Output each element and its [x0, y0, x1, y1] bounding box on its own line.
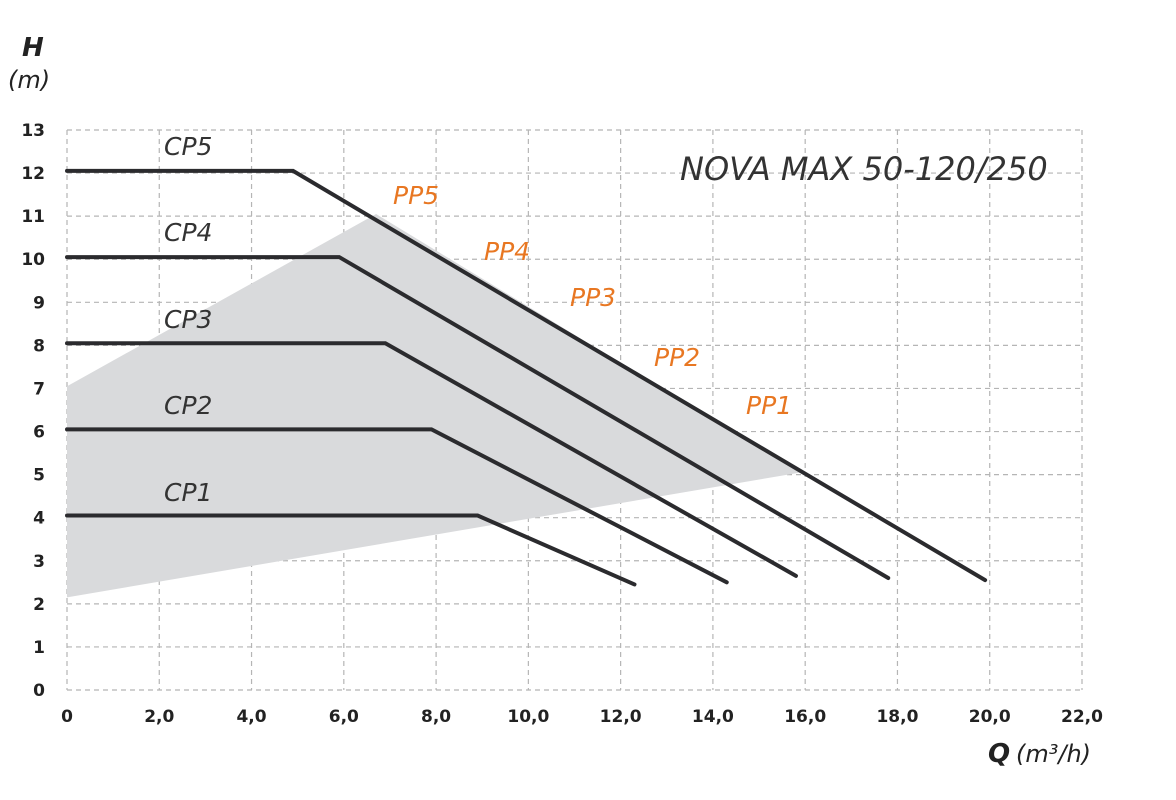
curve-cp1: [65, 513, 637, 587]
y-tick-label: 1: [33, 638, 45, 658]
x-tick-label: 8,0: [421, 707, 451, 727]
curves: [65, 168, 988, 587]
x-tick-label: 14,0: [692, 707, 734, 727]
y-tick-label: 2: [33, 595, 45, 615]
y-tick-label: 11: [21, 207, 45, 227]
pp-label-pp3: PP3: [570, 283, 616, 312]
x-tick-labels: 0 2,0 4,0 6,0 8,0 10,0 12,0 14,0 16,0 18,0 20,0 22,…: [61, 707, 1103, 727]
y-tick-label: 10: [21, 250, 45, 270]
curve-cp4: [65, 255, 891, 580]
series-label-cp2: CP2: [164, 391, 212, 420]
curve-cp5: [65, 168, 988, 583]
series-label-cp5: CP5: [164, 132, 212, 161]
x-tick-label: 6,0: [329, 707, 359, 727]
x-tick-label: 18,0: [876, 707, 918, 727]
curve-cp2: [65, 427, 729, 585]
x-tick-label: 0: [61, 707, 73, 727]
y-tick-label: 3: [33, 552, 45, 572]
y-tick-label: 9: [33, 293, 45, 313]
y-axis-symbol: H: [22, 33, 44, 63]
x-tick-label: 10,0: [507, 707, 549, 727]
x-tick-label: 22,0: [1061, 707, 1103, 727]
y-tick-label: 8: [33, 336, 45, 356]
x-axis-unit: (m³/h): [1016, 740, 1091, 768]
x-axis-symbol: Q: [988, 739, 1010, 769]
y-tick-label: 12: [21, 164, 45, 184]
curve-cp3: [65, 341, 798, 578]
chart-title: NOVA MAX 50-120/250: [680, 150, 1048, 188]
series-label-cp4: CP4: [164, 218, 212, 247]
pp-label-pp5: PP5: [393, 181, 439, 210]
y-tick-label: 13: [21, 121, 45, 141]
pp-label-pp1: PP1: [746, 391, 792, 420]
x-tick-label: 4,0: [236, 707, 266, 727]
pp-label-pp2: PP2: [654, 343, 700, 372]
series-label-cp3: CP3: [164, 305, 212, 334]
y-tick-label: 7: [33, 379, 45, 399]
x-tick-label: 16,0: [784, 707, 826, 727]
y-tick-label: 5: [33, 466, 45, 486]
x-tick-label: 12,0: [600, 707, 642, 727]
x-tick-label: 20,0: [969, 707, 1011, 727]
y-axis-unit: (m): [8, 66, 50, 94]
pp-label-pp4: PP4: [484, 237, 530, 266]
x-tick-label: 2,0: [144, 707, 174, 727]
series-label-cp1: CP1: [164, 478, 212, 507]
y-tick-label: 6: [33, 423, 45, 443]
y-tick-label: 0: [33, 681, 45, 701]
y-tick-label: 4: [33, 509, 45, 529]
pp-region-area: [67, 214, 801, 598]
